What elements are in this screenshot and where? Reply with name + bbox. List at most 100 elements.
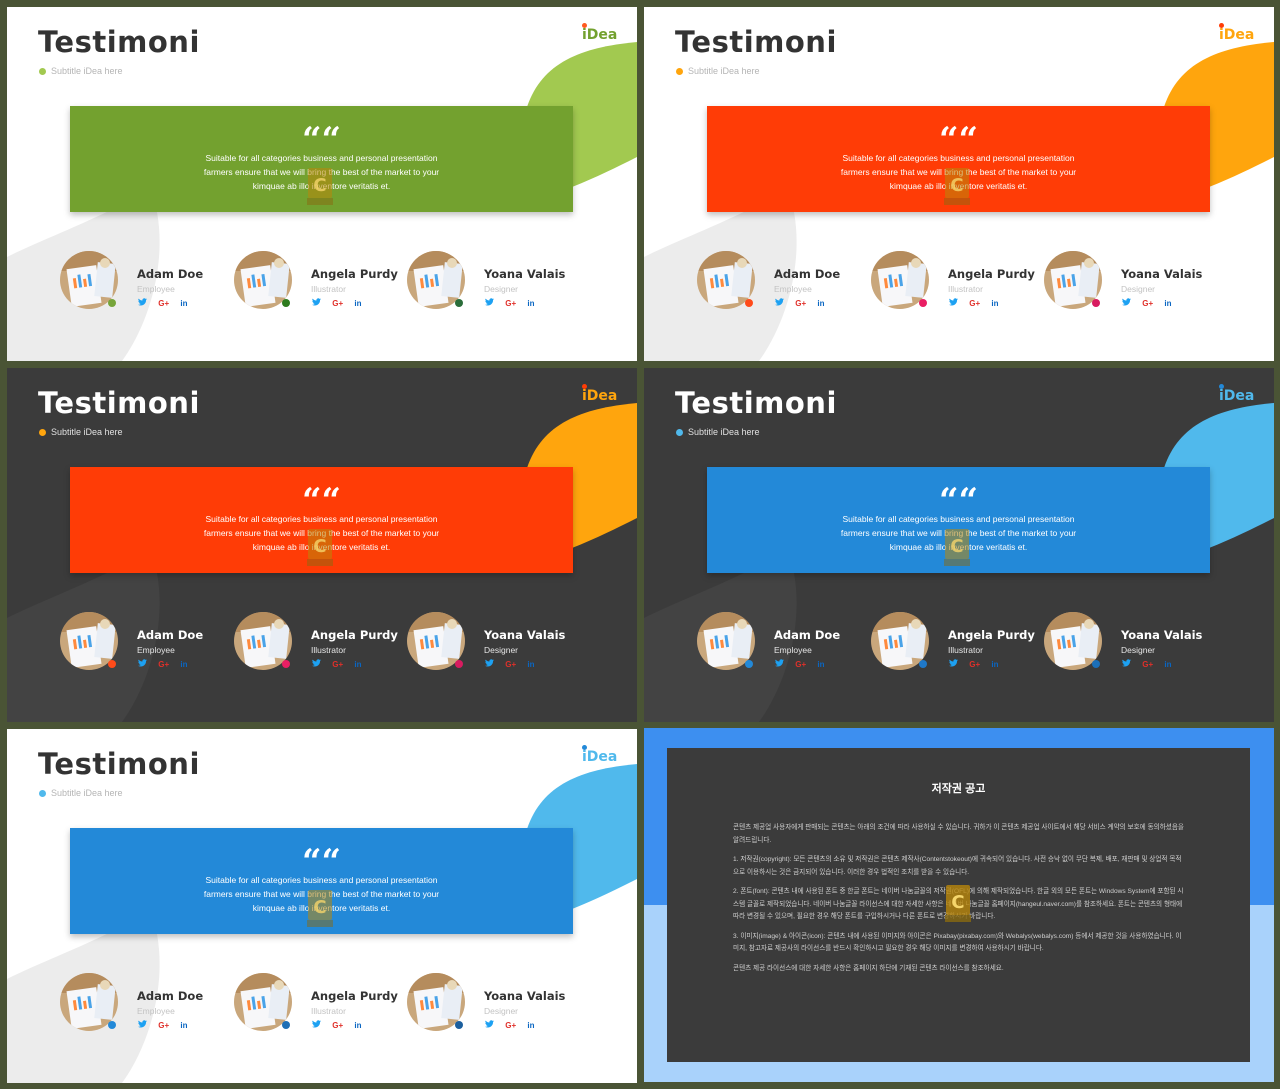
twitter-icon[interactable] bbox=[1122, 298, 1133, 308]
testimonial-people: Adam Doe Employee G+ in bbox=[60, 251, 620, 321]
watermark-badge-icon: C bbox=[944, 168, 970, 205]
linkedin-icon[interactable]: in bbox=[527, 1021, 535, 1030]
google-plus-icon[interactable]: G+ bbox=[332, 660, 344, 669]
linkedin-icon[interactable]: in bbox=[180, 660, 188, 669]
testimonial-person: Yoana Valais Designer G+ in bbox=[407, 973, 581, 1043]
svg-text:C: C bbox=[313, 175, 326, 196]
linkedin-icon[interactable]: in bbox=[354, 299, 362, 308]
logo-dot-icon bbox=[1219, 23, 1224, 28]
slide-title: Testimoni bbox=[38, 386, 200, 420]
twitter-icon[interactable] bbox=[949, 659, 960, 669]
twitter-icon[interactable] bbox=[485, 1020, 496, 1030]
slide-subtitle: Subtitle iDea here bbox=[39, 427, 123, 437]
quote-mark-icon: ““ bbox=[301, 842, 342, 882]
logo-dot-icon bbox=[582, 745, 587, 750]
twitter-icon[interactable] bbox=[485, 659, 496, 669]
slide-title: Testimoni bbox=[38, 747, 200, 781]
linkedin-icon[interactable]: in bbox=[817, 299, 825, 308]
google-plus-icon[interactable]: G+ bbox=[332, 1021, 344, 1030]
google-plus-icon[interactable]: G+ bbox=[505, 1021, 517, 1030]
avatar-status-dot bbox=[919, 299, 927, 307]
google-plus-icon[interactable]: G+ bbox=[505, 299, 517, 308]
google-plus-icon[interactable]: G+ bbox=[158, 299, 170, 308]
linkedin-icon[interactable]: in bbox=[991, 660, 999, 669]
logo-dot-icon bbox=[1219, 384, 1224, 389]
testimonial-person: Yoana Valais Designer G+ in bbox=[407, 251, 581, 321]
google-plus-icon[interactable]: G+ bbox=[1142, 299, 1154, 308]
linkedin-icon[interactable]: in bbox=[1164, 299, 1172, 308]
social-links: G+ in bbox=[1122, 298, 1180, 308]
social-links: G+ in bbox=[138, 659, 196, 669]
linkedin-icon[interactable]: in bbox=[1164, 660, 1172, 669]
google-plus-icon[interactable]: G+ bbox=[158, 660, 170, 669]
avatar-status-dot bbox=[282, 660, 290, 668]
person-role: Illustrator bbox=[948, 284, 983, 294]
person-name: Angela Purdy bbox=[311, 267, 398, 281]
twitter-icon[interactable] bbox=[138, 298, 149, 308]
person-name: Adam Doe bbox=[137, 989, 204, 1003]
google-plus-icon[interactable]: G+ bbox=[1142, 660, 1154, 669]
testimonial-person: Angela Purdy Illustrator G+ in bbox=[234, 612, 408, 682]
subtitle-text: Subtitle iDea here bbox=[688, 66, 760, 76]
avatar-photo-icon bbox=[234, 612, 292, 670]
watermark-badge-icon: C bbox=[944, 529, 970, 566]
linkedin-icon[interactable]: in bbox=[817, 660, 825, 669]
notice-paragraph: 콘텐츠 제공업 사용자에게 판매되는 콘텐츠는 아래의 조건에 따라 사용하실 … bbox=[733, 824, 1184, 844]
social-links: G+ in bbox=[138, 1020, 196, 1030]
person-name: Adam Doe bbox=[137, 628, 204, 642]
google-plus-icon[interactable]: G+ bbox=[795, 299, 807, 308]
person-role: Employee bbox=[774, 645, 812, 655]
avatar-status-dot bbox=[282, 1021, 290, 1029]
twitter-icon[interactable] bbox=[138, 659, 149, 669]
subtitle-bullet-icon bbox=[39, 68, 46, 75]
person-name: Angela Purdy bbox=[311, 989, 398, 1003]
twitter-icon[interactable] bbox=[485, 298, 496, 308]
twitter-icon[interactable] bbox=[312, 298, 323, 308]
quote-line: Suitable for all categories business and… bbox=[842, 514, 1075, 524]
avatar-status-dot bbox=[282, 299, 290, 307]
linkedin-icon[interactable]: in bbox=[991, 299, 999, 308]
google-plus-icon[interactable]: G+ bbox=[795, 660, 807, 669]
quote-mark-icon: ““ bbox=[938, 120, 979, 160]
social-links: G+ in bbox=[312, 659, 370, 669]
google-plus-icon[interactable]: G+ bbox=[332, 299, 344, 308]
person-name: Yoana Valais bbox=[484, 989, 566, 1003]
quote-line: Suitable for all categories business and… bbox=[842, 153, 1075, 163]
google-plus-icon[interactable]: G+ bbox=[505, 660, 517, 669]
testimonial-person: Yoana Valais Designer G+ in bbox=[407, 612, 581, 682]
quote-mark-icon: ““ bbox=[301, 120, 342, 160]
testimonial-people: Adam Doe Employee G+ in bbox=[697, 251, 1257, 321]
google-plus-icon[interactable]: G+ bbox=[158, 1021, 170, 1030]
avatar-status-dot bbox=[108, 1021, 116, 1029]
watermark-badge-icon: C bbox=[307, 168, 333, 205]
subtitle-text: Subtitle iDea here bbox=[51, 427, 123, 437]
twitter-icon[interactable] bbox=[949, 298, 960, 308]
linkedin-icon[interactable]: in bbox=[527, 660, 535, 669]
person-name: Adam Doe bbox=[774, 267, 841, 281]
logo-text: iDea bbox=[1219, 388, 1255, 404]
avatar-status-dot bbox=[745, 660, 753, 668]
twitter-icon[interactable] bbox=[138, 1020, 149, 1030]
avatar-status-dot bbox=[455, 1021, 463, 1029]
google-plus-icon[interactable]: G+ bbox=[969, 299, 981, 308]
person-role: Illustrator bbox=[311, 284, 346, 294]
linkedin-icon[interactable]: in bbox=[180, 1021, 188, 1030]
linkedin-icon[interactable]: in bbox=[354, 660, 362, 669]
linkedin-icon[interactable]: in bbox=[354, 1021, 362, 1030]
logo-dot-icon bbox=[582, 384, 587, 389]
avatar bbox=[234, 612, 292, 670]
google-plus-icon[interactable]: G+ bbox=[969, 660, 981, 669]
linkedin-icon[interactable]: in bbox=[180, 299, 188, 308]
person-name: Yoana Valais bbox=[484, 628, 566, 642]
linkedin-icon[interactable]: in bbox=[527, 299, 535, 308]
twitter-icon[interactable] bbox=[775, 298, 786, 308]
twitter-icon[interactable] bbox=[312, 659, 323, 669]
testimonial-person: Adam Doe Employee G+ in bbox=[60, 251, 234, 321]
person-name: Angela Purdy bbox=[311, 628, 398, 642]
copyright-notice-slide: 저작권 공고 콘텐츠 제공업 사용자에게 판매되는 콘텐츠는 아래의 조건에 따… bbox=[644, 728, 1274, 1082]
avatar-status-dot bbox=[1092, 660, 1100, 668]
twitter-icon[interactable] bbox=[312, 1020, 323, 1030]
twitter-icon[interactable] bbox=[775, 659, 786, 669]
twitter-icon[interactable] bbox=[1122, 659, 1133, 669]
avatar bbox=[697, 612, 755, 670]
